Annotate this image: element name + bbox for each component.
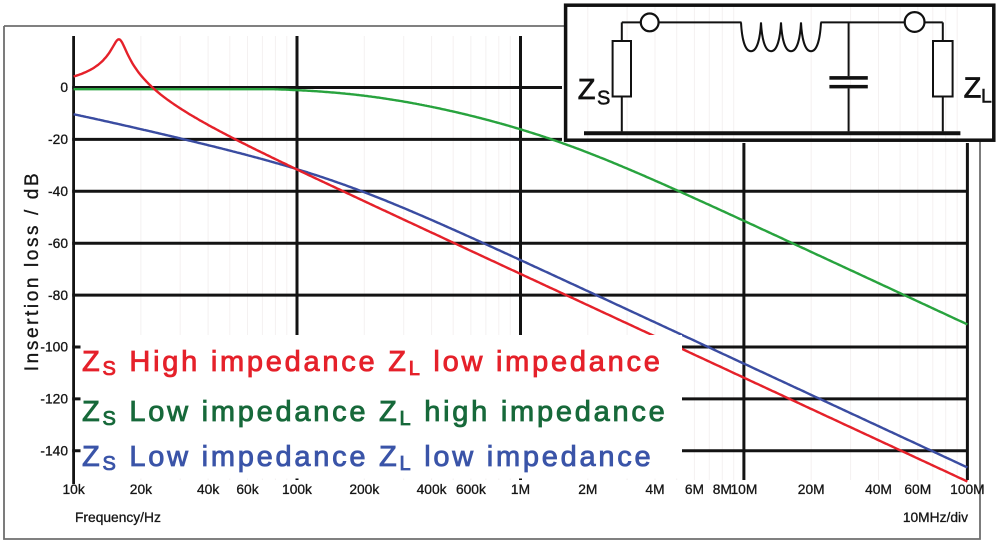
svg-text:10M: 10M xyxy=(730,482,757,497)
svg-text:-140: -140 xyxy=(40,444,68,459)
svg-text:ZS Low impedance ZL low impeda: ZS Low impedance ZL low impedance xyxy=(82,441,653,475)
svg-text:-40: -40 xyxy=(48,184,68,199)
svg-text:-60: -60 xyxy=(48,236,68,251)
svg-text:8M: 8M xyxy=(713,482,732,497)
svg-text:200k: 200k xyxy=(349,482,379,497)
svg-text:-20: -20 xyxy=(48,132,68,147)
svg-text:60k: 60k xyxy=(236,482,258,497)
svg-text:L: L xyxy=(981,85,992,107)
svg-text:-120: -120 xyxy=(40,392,68,407)
svg-text:0: 0 xyxy=(60,80,68,95)
svg-text:Z: Z xyxy=(964,72,982,104)
svg-text:400k: 400k xyxy=(417,482,447,497)
svg-text:Z: Z xyxy=(578,74,596,106)
svg-text:600k: 600k xyxy=(456,482,486,497)
svg-text:10k: 10k xyxy=(62,482,84,497)
svg-text:6M: 6M xyxy=(685,482,704,497)
svg-text:Frequency/Hz: Frequency/Hz xyxy=(75,510,161,525)
svg-text:40M: 40M xyxy=(865,482,892,497)
svg-text:ZS Low impedance ZL high imped: ZS Low impedance ZL high impedance xyxy=(82,396,667,430)
svg-text:Insertion loss / dB: Insertion loss / dB xyxy=(22,171,43,371)
svg-text:2M: 2M xyxy=(578,482,597,497)
svg-text:10MHz/div: 10MHz/div xyxy=(903,510,968,525)
svg-text:S: S xyxy=(597,87,610,109)
svg-text:20M: 20M xyxy=(798,482,825,497)
svg-text:1M: 1M xyxy=(511,482,530,497)
svg-text:60M: 60M xyxy=(904,482,931,497)
svg-text:20k: 20k xyxy=(130,482,152,497)
svg-text:-100: -100 xyxy=(40,340,68,355)
svg-text:4M: 4M xyxy=(645,482,664,497)
svg-text:100M: 100M xyxy=(950,482,985,497)
svg-text:40k: 40k xyxy=(197,482,219,497)
svg-text:-80: -80 xyxy=(48,288,68,303)
svg-text:100k: 100k xyxy=(282,482,312,497)
svg-text:ZS High impedance ZL low imped: ZS High impedance ZL low impedance xyxy=(82,346,663,380)
